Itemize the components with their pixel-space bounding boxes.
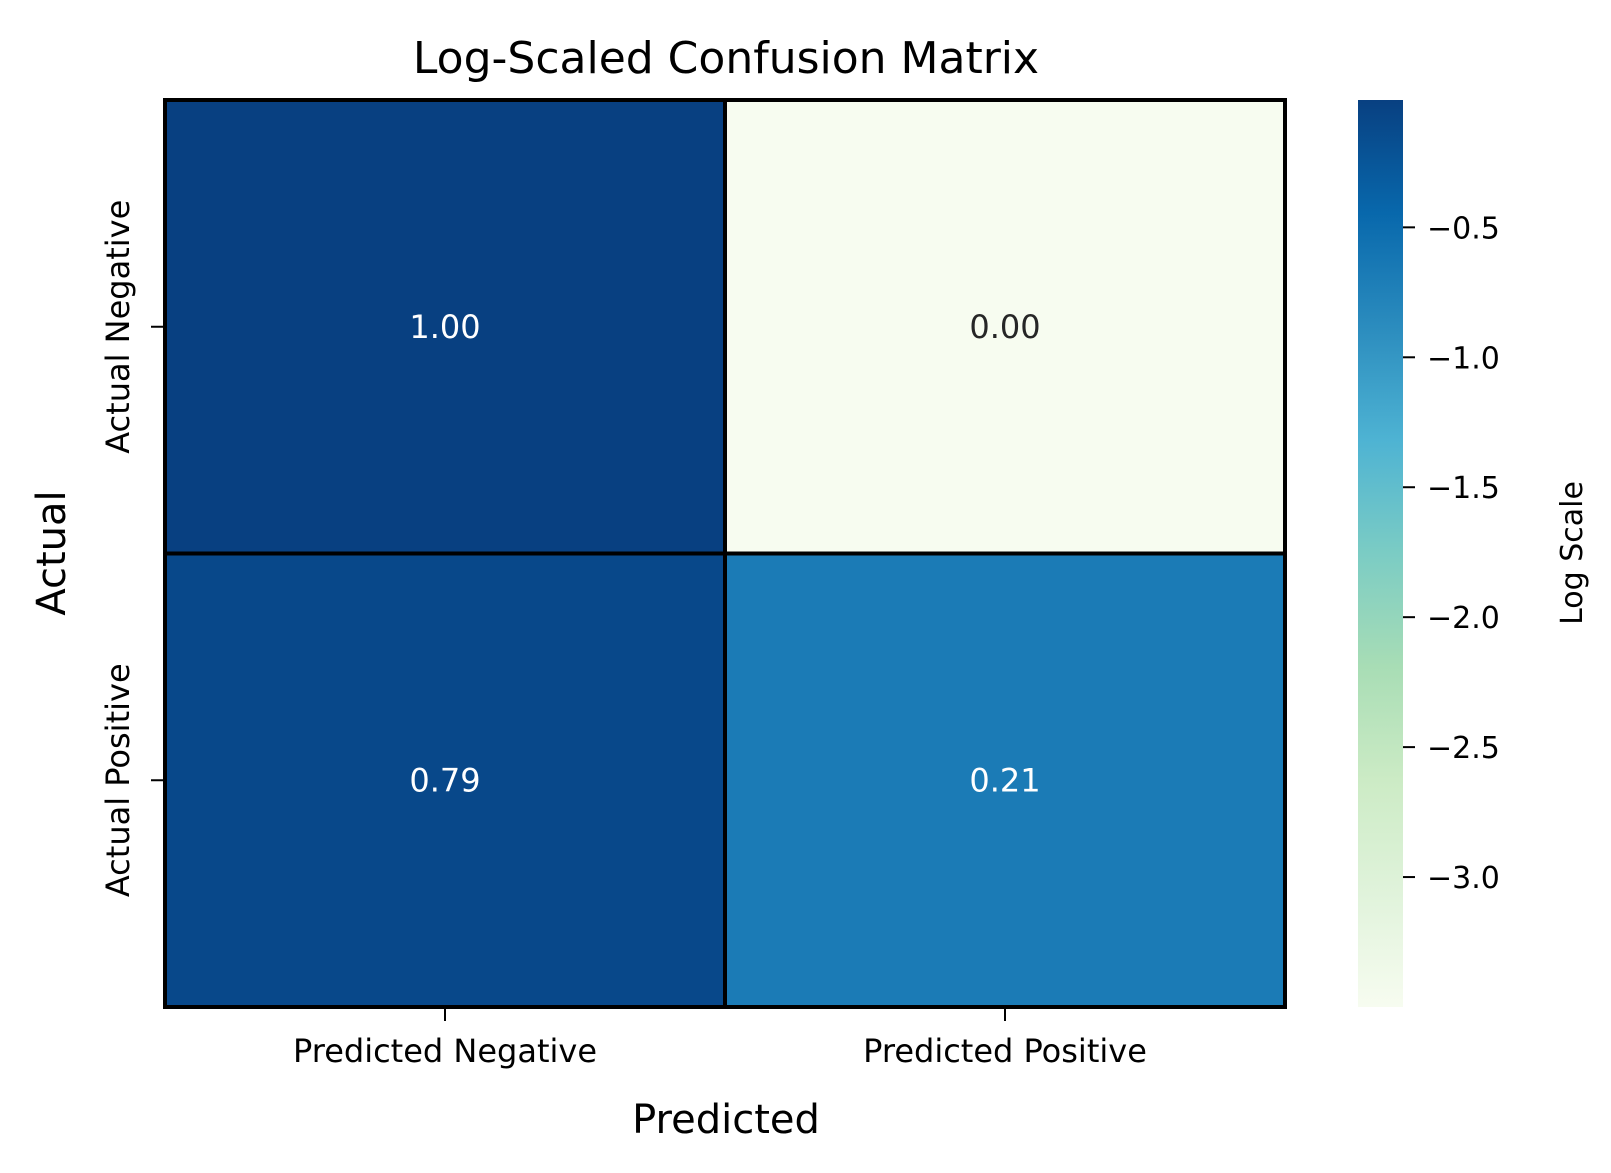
cell-value-label: 0.21	[969, 761, 1040, 799]
plot-frame	[164, 99, 1286, 1008]
x-axis-label: Predicted	[632, 1097, 820, 1143]
x-axis-ticks: Predicted Negative Predicted Positive	[293, 1007, 1147, 1070]
colorbar-label: Log Scale	[1555, 481, 1590, 625]
colorbar	[1358, 100, 1403, 1007]
colorbar-tick-label: −1.5	[1427, 471, 1500, 506]
heatmap-cell	[723, 551, 1287, 1009]
chart-title: Log-Scaled Confusion Matrix	[413, 33, 1039, 84]
colorbar-tick-label: −2.5	[1427, 731, 1500, 766]
y-axis-ticks: Actual Negative Actual Positive	[99, 200, 165, 897]
y-axis-label: Actual	[29, 490, 75, 615]
cell-value-label: 0.79	[409, 761, 480, 799]
x-tick-label: Predicted Negative	[293, 1032, 597, 1070]
y-tick-label: Actual Positive	[99, 663, 137, 897]
colorbar-tick-label: −0.5	[1427, 211, 1500, 246]
colorbar-tick-label: −1.0	[1427, 341, 1500, 376]
colorbar-tick-label: −3.0	[1427, 861, 1500, 896]
cell-value-label: 1.00	[409, 308, 480, 346]
colorbar-tick-label: −2.0	[1427, 601, 1500, 636]
cell-value-label: 0.00	[969, 308, 1040, 346]
heatmap-cell-labels: 1.00 0.00 0.79 0.21	[409, 308, 1040, 800]
y-tick-label: Actual Negative	[99, 200, 137, 454]
heatmap-cell	[163, 551, 727, 1009]
heatmap-cell	[163, 98, 727, 556]
colorbar-ticks: −0.5 −1.0 −1.5 −2.0 −2.5 −3.0	[1403, 211, 1500, 896]
x-tick-label: Predicted Positive	[863, 1032, 1147, 1070]
heatmap-cells	[163, 98, 1287, 1009]
